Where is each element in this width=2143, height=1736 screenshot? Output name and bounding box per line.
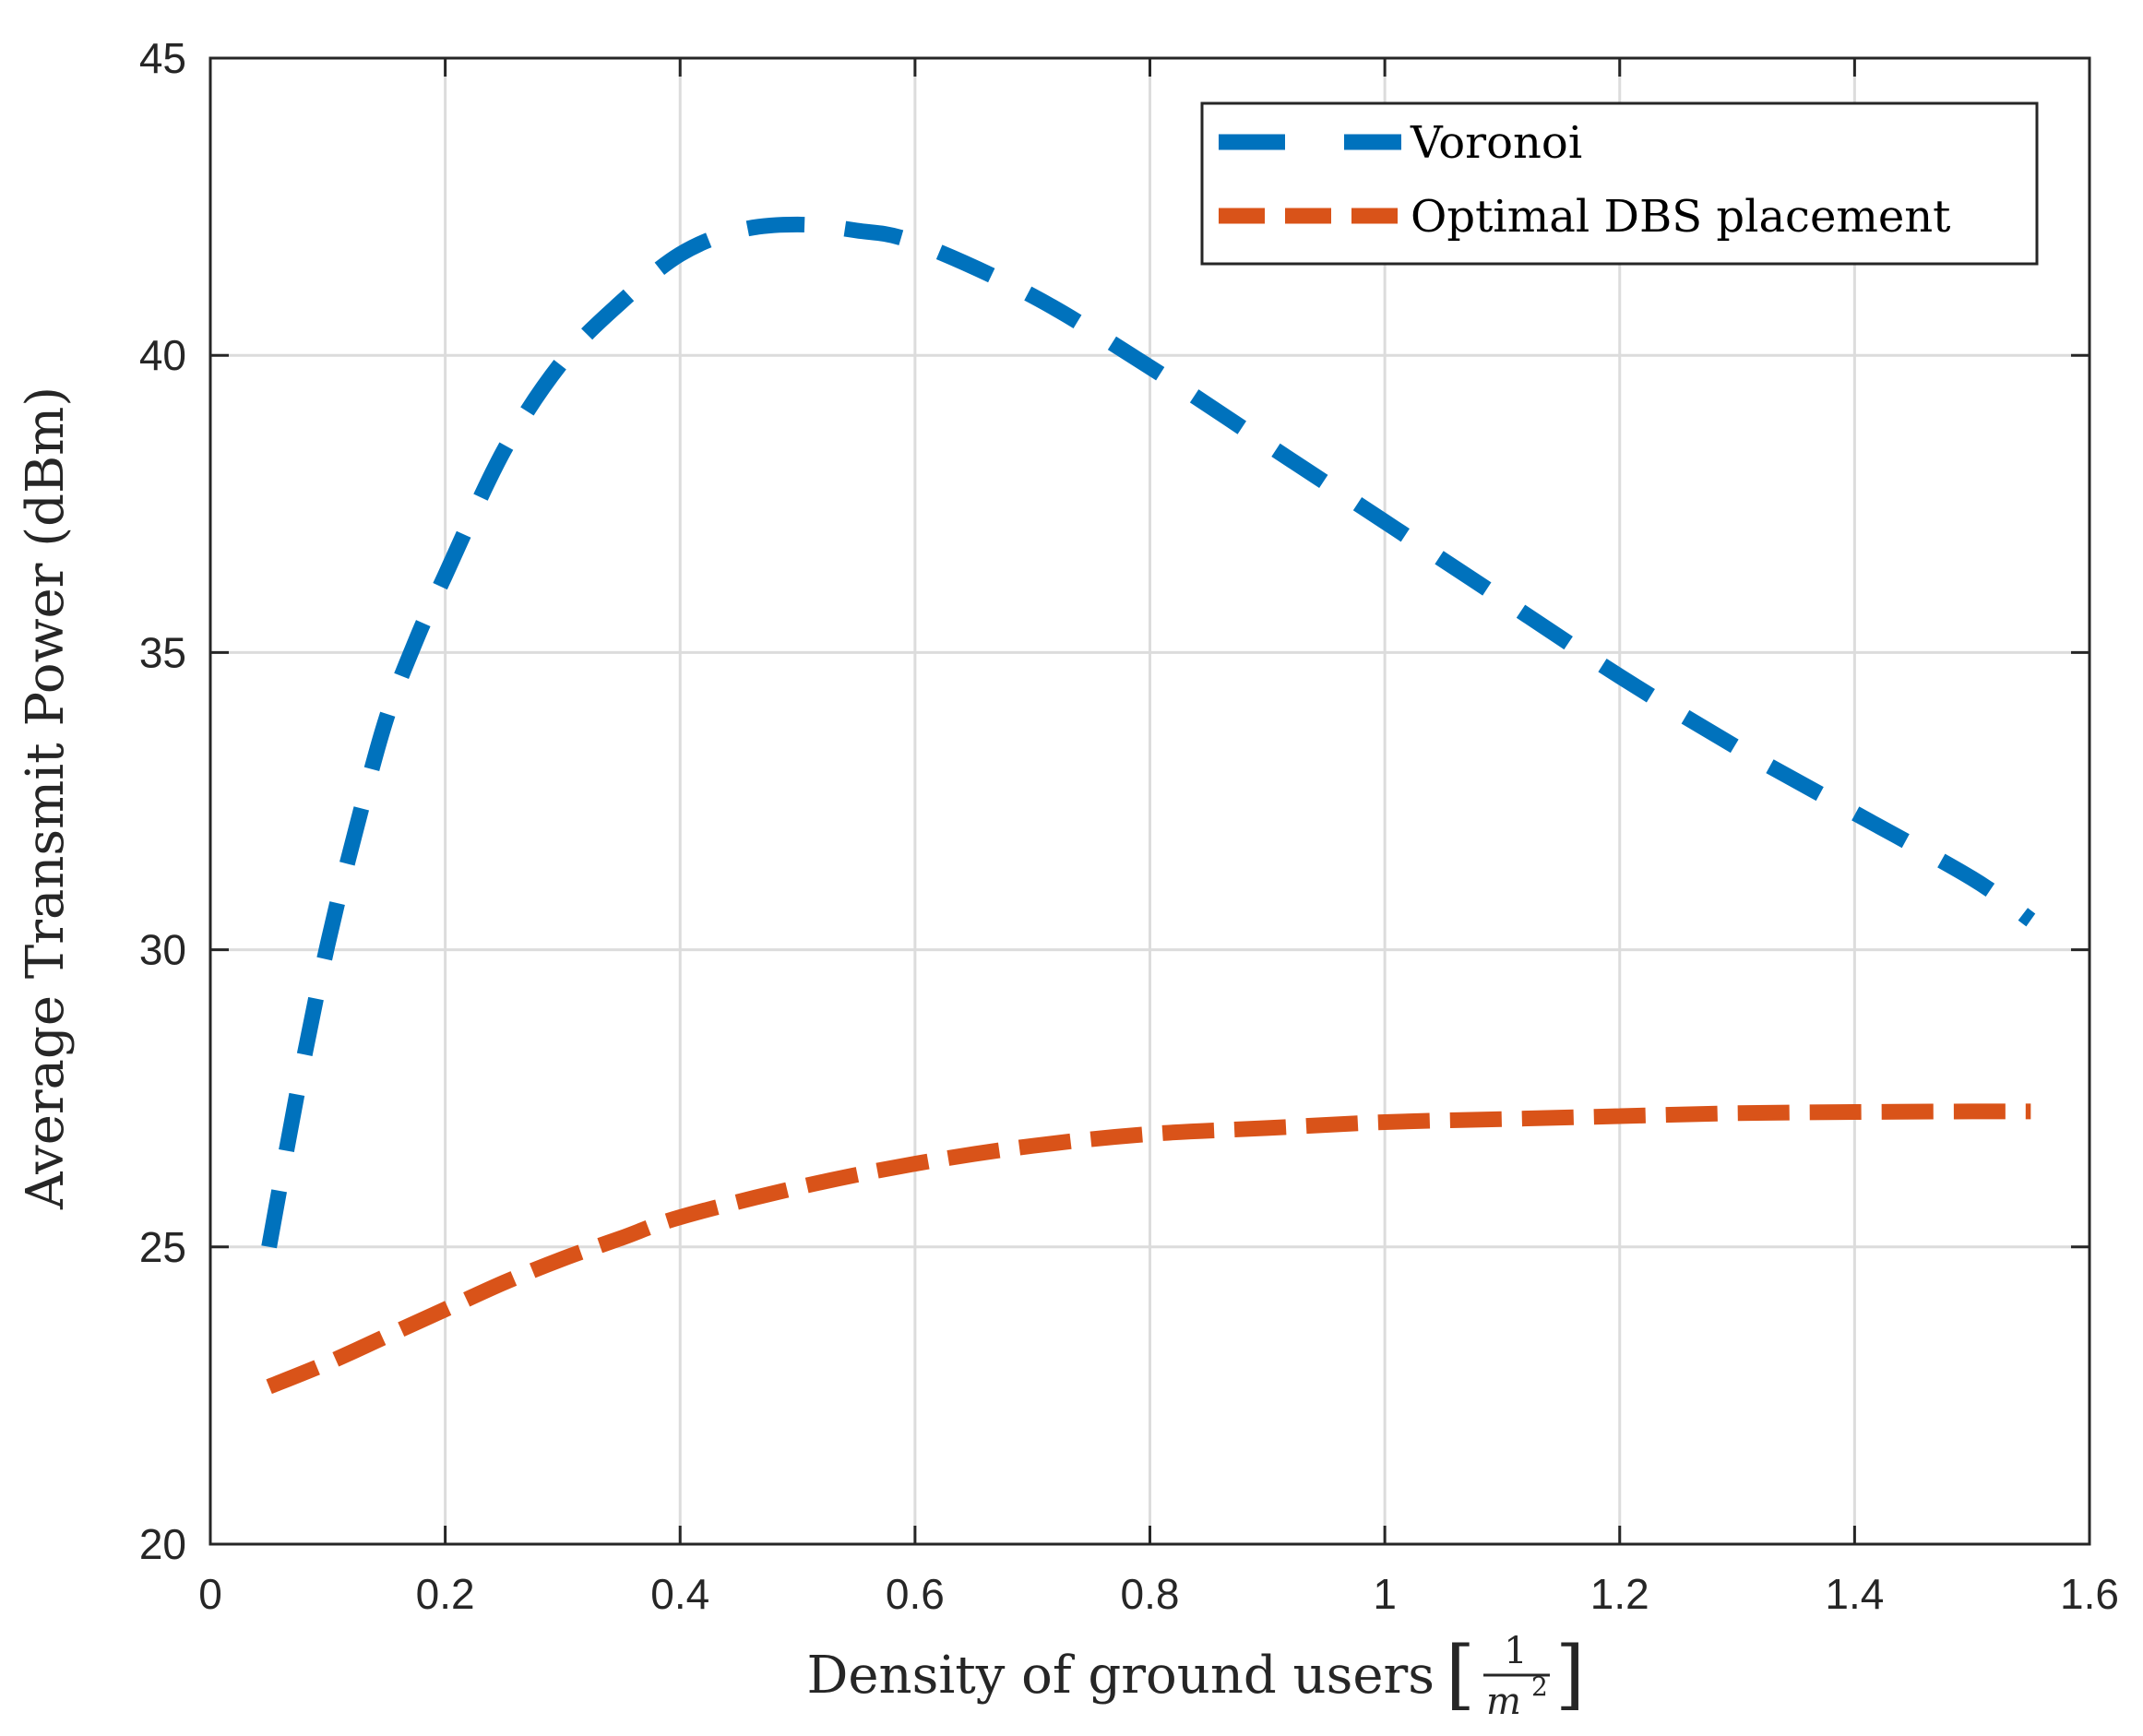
x-axis-unit-denominator: m <box>1486 1681 1521 1723</box>
y-tick-label: 40 <box>139 331 186 379</box>
series-line <box>266 1103 2031 1395</box>
x-tick-label: 1.6 <box>2060 1570 2119 1618</box>
y-tick-label: 35 <box>139 628 186 676</box>
legend-label: Voronoi <box>1410 117 1582 169</box>
y-tick-label: 25 <box>139 1223 186 1271</box>
legend-box <box>1200 101 2039 266</box>
x-tick-label: 1.2 <box>1590 1570 1649 1618</box>
legend-label: Optimal DBS placement <box>1411 191 1950 243</box>
x-tick-label: 0.6 <box>886 1570 945 1618</box>
x-tick-label: 1 <box>1373 1570 1397 1618</box>
x-tick-label: 0.8 <box>1121 1570 1180 1618</box>
x-axis-unit-open-bracket: [ <box>1446 1631 1475 1718</box>
tick-labels: 0 0.2 0.4 0.6 0.8 1 1.2 1.4 1.6 20 25 30 35 40 45 <box>139 34 2119 1618</box>
x-tick-label: 0.2 <box>416 1570 475 1618</box>
series-line <box>261 216 2036 1249</box>
y-axis-title: Average Transmit Power (dBm) <box>16 386 76 1210</box>
x-axis-title-text: Density of ground users <box>806 1646 1435 1706</box>
grid <box>208 56 2091 1546</box>
legend: Voronoi Optimal DBS placement <box>1200 101 2039 266</box>
x-tick-label: 0.4 <box>650 1570 709 1618</box>
y-tick-label: 20 <box>139 1520 186 1568</box>
x-tick-label: 0 <box>198 1570 222 1618</box>
x-axis-title: Density of ground users [ 1 m 2 ] <box>806 1630 1585 1723</box>
x-axis-unit-close-bracket: ] <box>1555 1631 1585 1718</box>
axes <box>208 56 2091 1546</box>
y-tick-label: 45 <box>139 34 186 82</box>
y-tick-label: 30 <box>139 926 186 974</box>
x-tick-label: 1.4 <box>1825 1570 1884 1618</box>
x-axis-unit-numerator: 1 <box>1504 1630 1527 1672</box>
x-axis-unit-exponent: 2 <box>1531 1671 1548 1702</box>
series-layer <box>261 216 2036 1395</box>
